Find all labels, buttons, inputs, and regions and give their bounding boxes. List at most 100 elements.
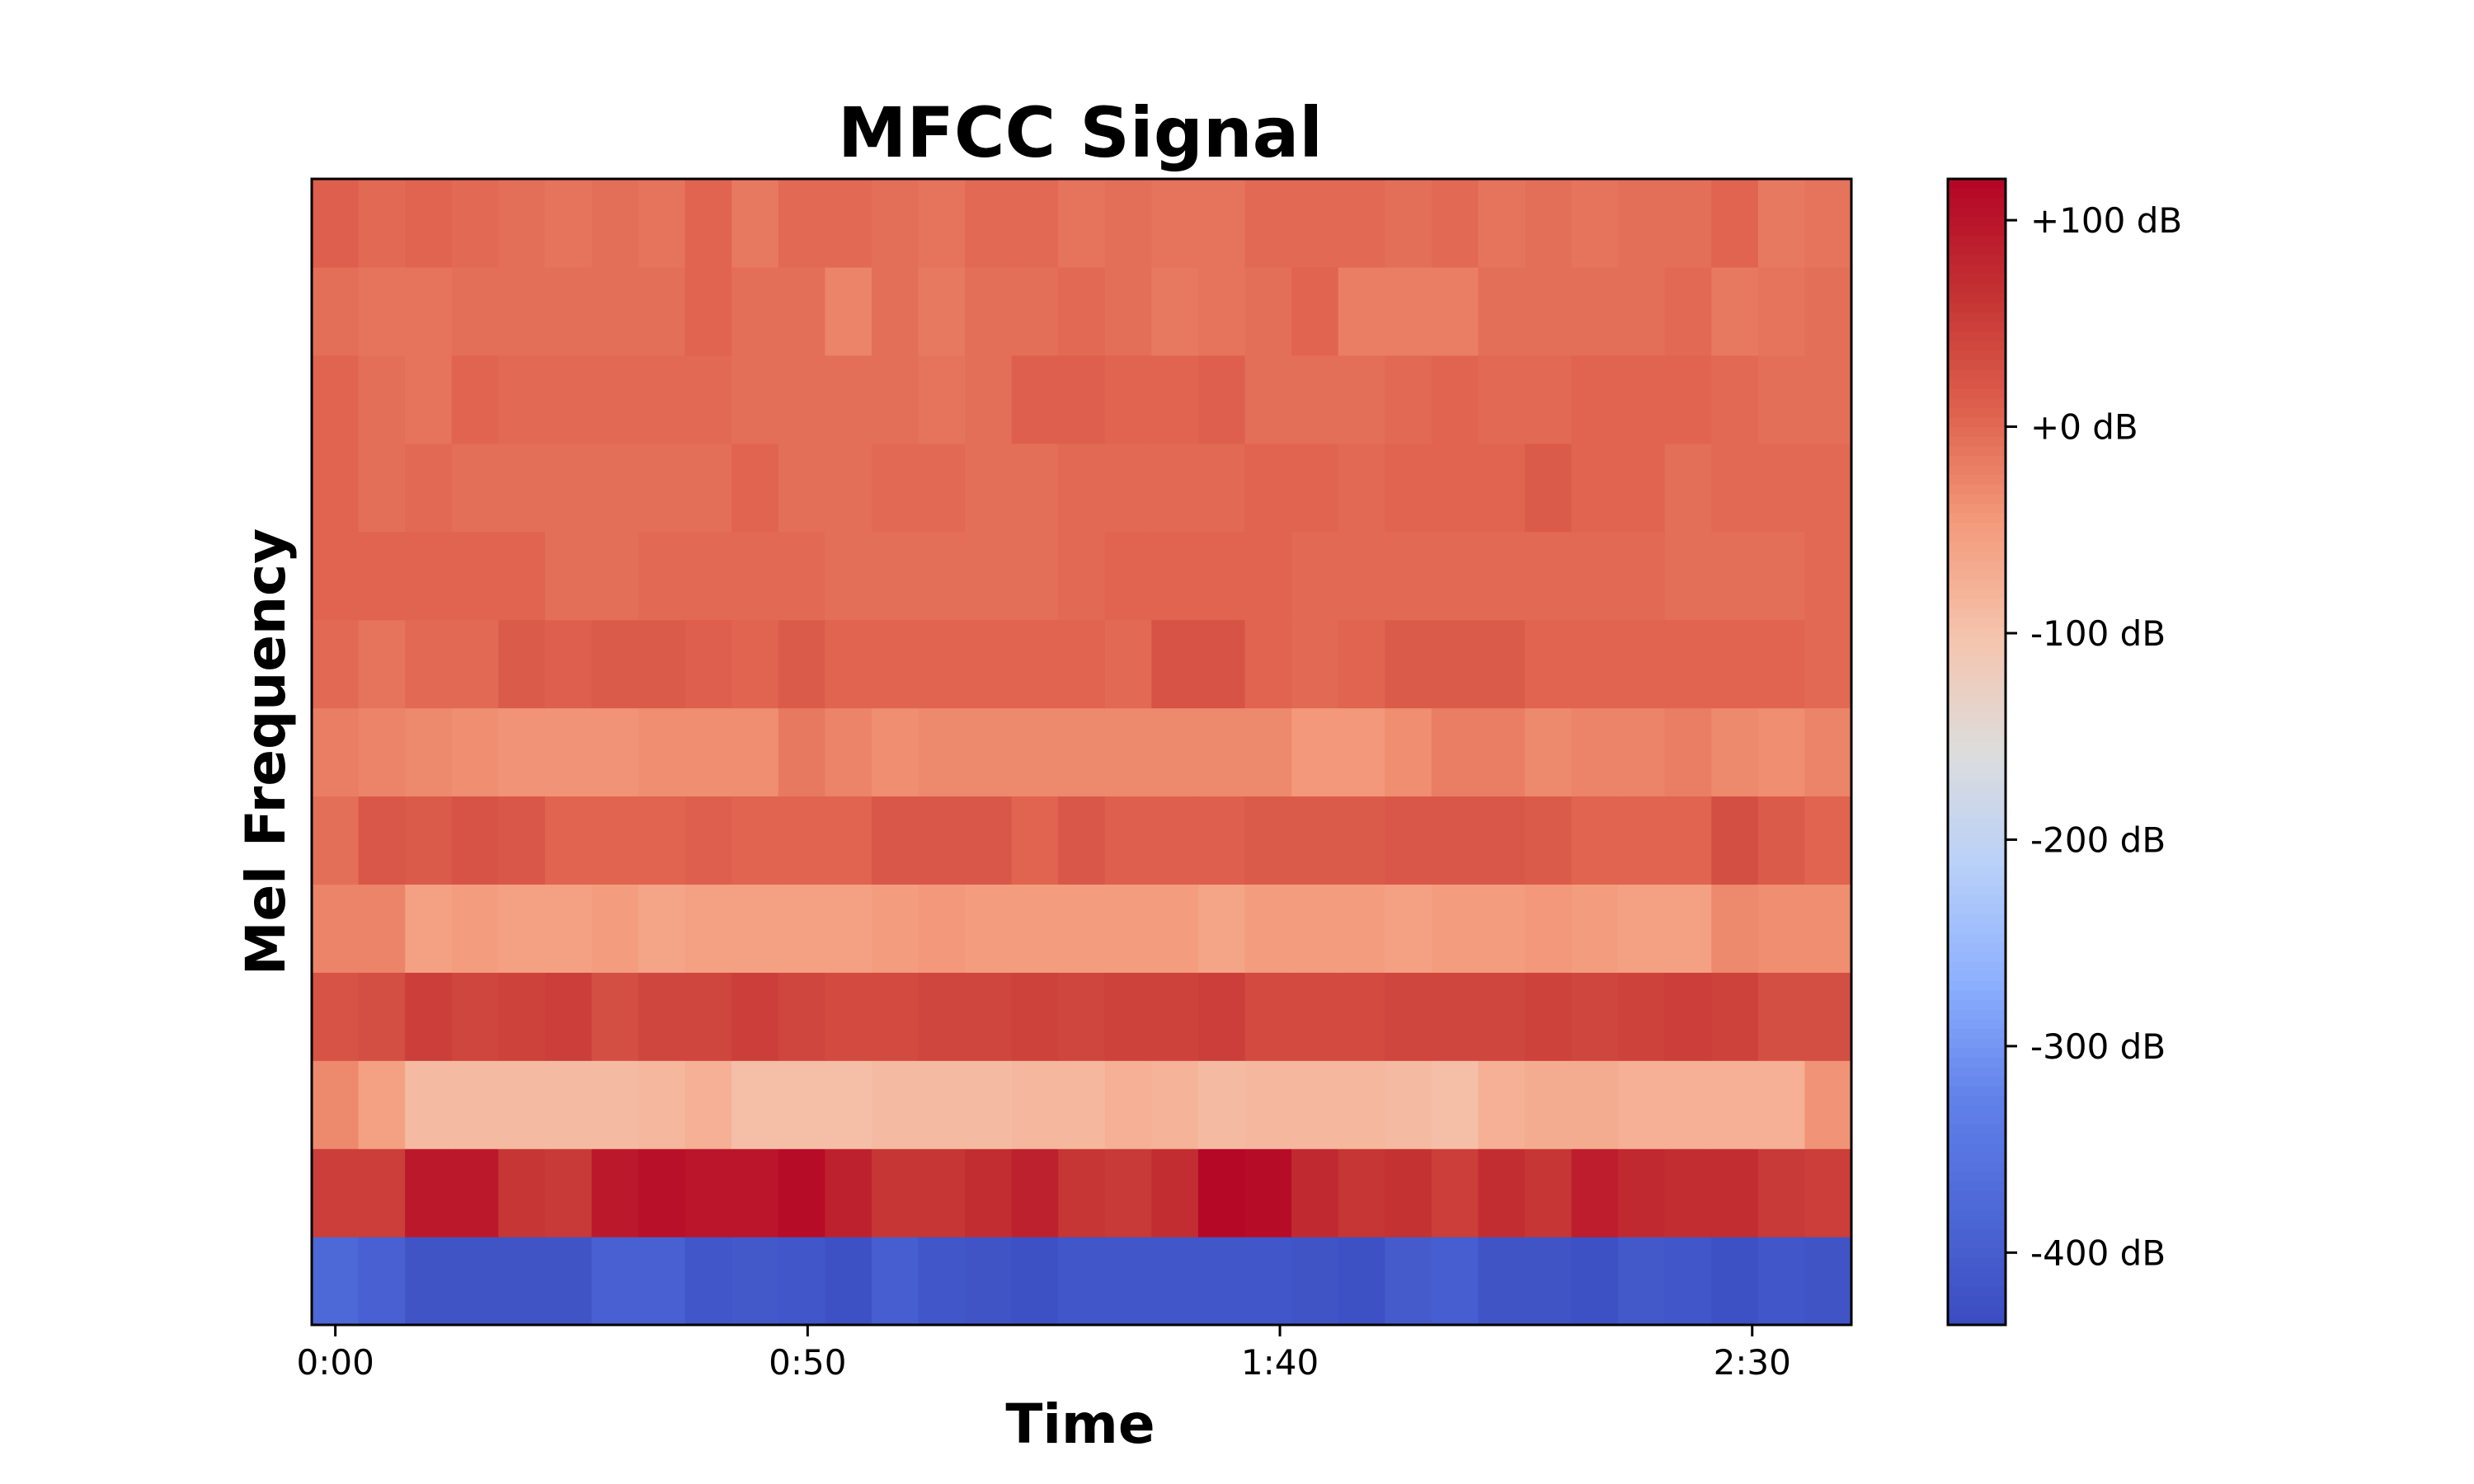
heatmap-cell xyxy=(1618,1060,1666,1149)
heatmap-cell xyxy=(1478,531,1526,621)
heatmap-cell xyxy=(825,443,872,533)
heatmap-cell xyxy=(918,266,966,356)
heatmap-cell xyxy=(498,531,546,621)
colorbar-segment xyxy=(1948,303,2006,313)
colorbar-segment xyxy=(1948,312,2006,323)
heatmap-cell xyxy=(965,972,1013,1061)
heatmap-cell xyxy=(1291,531,1339,621)
heatmap-cell xyxy=(1011,1060,1059,1149)
heatmap-cell xyxy=(1431,884,1479,973)
heatmap-cell xyxy=(1571,1060,1619,1149)
heatmap-cell xyxy=(871,1237,920,1326)
colorbar-segment xyxy=(1948,350,2006,361)
heatmap-cell xyxy=(1197,619,1246,709)
colorbar-segment xyxy=(1948,675,2006,686)
heatmap-cell xyxy=(1757,266,1806,356)
colorbar-segment xyxy=(1948,599,2006,610)
colorbar-segment xyxy=(1948,1000,2006,1011)
heatmap-cell xyxy=(1711,531,1759,621)
heatmap-cell xyxy=(1244,619,1292,709)
colorbar-segment xyxy=(1948,809,2006,819)
heatmap-cell xyxy=(1291,619,1339,709)
colorbar-segment xyxy=(1948,1019,2006,1030)
heatmap-cell xyxy=(1478,707,1526,797)
heatmap-cell xyxy=(1757,619,1806,709)
heatmap-cell xyxy=(405,266,453,356)
heatmap-cell xyxy=(731,443,779,533)
heatmap-cell xyxy=(451,796,499,885)
heatmap-cell xyxy=(1338,531,1385,621)
heatmap-cell xyxy=(1385,1237,1432,1326)
heatmap-cell xyxy=(312,972,360,1061)
heatmap-cell xyxy=(1151,531,1199,621)
heatmap-cell xyxy=(498,443,546,533)
heatmap-cell xyxy=(1524,1237,1573,1326)
heatmap-cell xyxy=(638,707,686,797)
heatmap-cell xyxy=(638,619,686,709)
heatmap-cell xyxy=(918,1237,966,1326)
colorbar-segment xyxy=(1948,226,2006,237)
colorbar-segment xyxy=(1948,1238,2006,1250)
colorbar-segment xyxy=(1948,933,2006,944)
colorbar-segment xyxy=(1948,990,2006,1001)
heatmap-cell xyxy=(638,972,686,1061)
heatmap-cell xyxy=(1244,1060,1292,1149)
heatmap-cell xyxy=(1757,707,1806,797)
heatmap-cell xyxy=(1244,1237,1292,1326)
heatmap-cell xyxy=(1151,266,1199,356)
heatmap-cell xyxy=(871,1148,920,1237)
heatmap-cell xyxy=(1431,619,1479,709)
heatmap-cell xyxy=(1804,1148,1852,1237)
heatmap-cell xyxy=(591,179,639,268)
heatmap-cell xyxy=(405,1148,453,1237)
colorbar-segment xyxy=(1948,627,2006,638)
colorbar-segment xyxy=(1948,656,2006,667)
colorbar-segment xyxy=(1948,952,2006,963)
colorbar-segment xyxy=(1948,1076,2006,1087)
heatmap-cell xyxy=(1338,443,1385,533)
heatmap-cell xyxy=(1664,619,1712,709)
heatmap-cell xyxy=(871,266,920,356)
heatmap-cell xyxy=(1571,884,1619,973)
heatmap-cell xyxy=(451,531,499,621)
heatmap-cell xyxy=(1058,1148,1106,1237)
heatmap-cell xyxy=(405,1237,453,1326)
heatmap-cell xyxy=(1151,972,1199,1061)
colorbar-segment xyxy=(1948,885,2006,896)
heatmap-cell xyxy=(1524,619,1573,709)
heatmap-cell xyxy=(1338,707,1385,797)
heatmap-cell xyxy=(965,355,1013,444)
heatmap-cell xyxy=(1478,443,1526,533)
heatmap-cell xyxy=(1618,531,1666,621)
heatmap-cell xyxy=(312,1060,360,1149)
heatmap-cell xyxy=(1664,266,1712,356)
heatmap-cell xyxy=(778,531,825,621)
colorbar-segment xyxy=(1948,1124,2006,1135)
heatmap-cell xyxy=(1664,1148,1712,1237)
colorbar-segment xyxy=(1948,427,2006,438)
heatmap-cell xyxy=(1711,1148,1759,1237)
heatmap-cell xyxy=(451,443,499,533)
colorbar-segment xyxy=(1948,1057,2006,1068)
colorbar-segment xyxy=(1948,1190,2006,1202)
heatmap-cell xyxy=(871,884,920,973)
heatmap-cell xyxy=(684,707,732,797)
colorbar-segment xyxy=(1948,1200,2006,1211)
heatmap-cell xyxy=(1058,619,1106,709)
heatmap-cell xyxy=(1291,266,1339,356)
colorbar-segment xyxy=(1948,1048,2006,1059)
colorbar-segment xyxy=(1948,981,2006,992)
heatmap-cell xyxy=(312,619,360,709)
heatmap-cell xyxy=(1338,266,1385,356)
heatmap-cell xyxy=(405,972,453,1061)
heatmap-cell xyxy=(825,884,872,973)
heatmap-cell xyxy=(312,179,360,268)
heatmap-cell xyxy=(1804,1060,1852,1149)
heatmap-cell xyxy=(591,619,639,709)
x-axis: 0:00 0:50 1:40 2:30 xyxy=(296,1325,1791,1383)
heatmap-cell xyxy=(731,707,779,797)
heatmap-cell xyxy=(451,619,499,709)
chart-title: MFCC Signal xyxy=(838,92,1323,173)
heatmap-cell xyxy=(1058,1237,1106,1326)
heatmap-cell xyxy=(1478,1237,1526,1326)
